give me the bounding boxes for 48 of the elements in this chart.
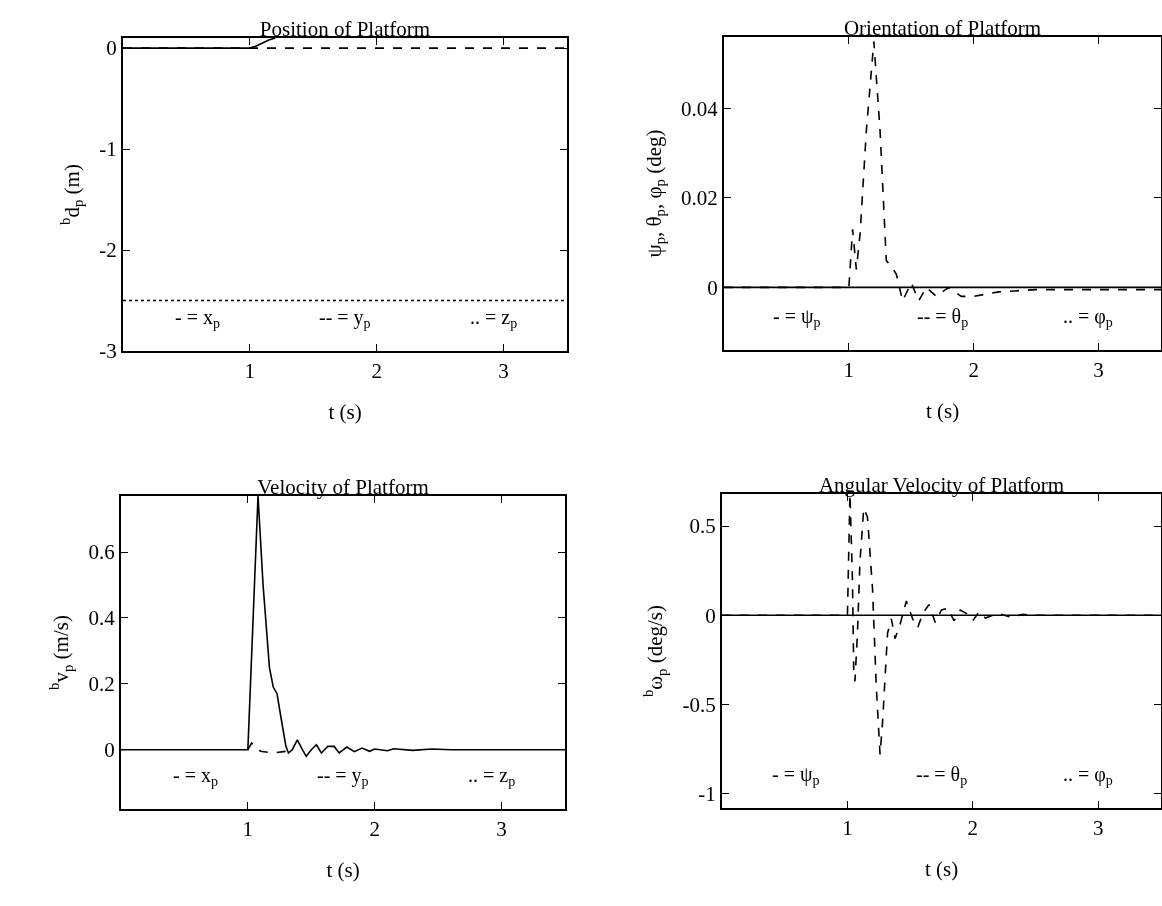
x-tick-label: 1 xyxy=(842,816,853,841)
chart-title: Orientation of Platform xyxy=(843,16,1042,40)
x-tick-label: 1 xyxy=(242,817,254,842)
annotation: .. = z$_{p}$ xyxy=(468,764,516,790)
annotation: -- = y$_{p}$ xyxy=(319,306,371,332)
annotation: - = x$_{p}$ xyxy=(175,306,220,332)
chart-title: Velocity of Platform xyxy=(257,475,429,499)
annotation: -- = θ$_{p}$ xyxy=(917,305,969,331)
x-tick-label: 1 xyxy=(244,359,256,384)
y-tick-label: -3 xyxy=(99,339,117,364)
x-tick-label: 3 xyxy=(1093,816,1104,841)
y-tick-label: -1 xyxy=(99,137,117,162)
annotation: .. = φ$_{p}$ xyxy=(1063,305,1113,331)
y-tick-label: -1 xyxy=(698,782,716,807)
y-tick-label: -0.5 xyxy=(682,692,716,717)
annotation: .. = φ$_{p}$ xyxy=(1063,763,1113,789)
x-tick-label: 1 xyxy=(843,358,855,383)
x-axis-title: t (s) xyxy=(925,398,960,423)
x-tick-label: 2 xyxy=(371,359,382,384)
annotation: -- = θ$_{p}$ xyxy=(916,763,968,789)
x-tick-label: 2 xyxy=(968,358,979,383)
y-tick-label: 0.6 xyxy=(88,540,115,565)
y-tick-label: 0.5 xyxy=(689,514,716,539)
x-tick-label: 2 xyxy=(967,816,979,841)
y-tick-label: 0.04 xyxy=(681,96,719,121)
annotation: .. = z$_{p}$ xyxy=(470,306,518,332)
x-axis-title: t (s) xyxy=(328,399,362,424)
annotation: - = x$_{p}$ xyxy=(173,764,218,790)
y-tick-label: 0.4 xyxy=(88,606,116,631)
annotation: - = ψ$_{p}$ xyxy=(772,763,820,789)
y-tick-label: 0 xyxy=(104,738,115,763)
line-series xyxy=(247,742,287,754)
x-axis-title: t (s) xyxy=(326,857,360,882)
annotation: -- = y$_{p}$ xyxy=(317,764,369,790)
y-tick-label: 0 xyxy=(705,603,716,628)
y-tick-label: 0.2 xyxy=(88,672,115,697)
annotation: - = ψ$_{p}$ xyxy=(773,305,821,331)
chart-title: Position of Platform xyxy=(259,17,431,41)
x-tick-label: 3 xyxy=(498,359,509,384)
x-tick-label: 2 xyxy=(369,817,380,842)
x-tick-label: 3 xyxy=(1093,358,1104,383)
x-tick-label: 3 xyxy=(496,817,507,842)
y-tick-label: -2 xyxy=(99,238,117,263)
y-tick-label: 0.02 xyxy=(681,186,718,211)
x-axis-title: t (s) xyxy=(924,856,959,881)
y-tick-label: 0 xyxy=(106,36,117,61)
chart-title: Angular Velocity of Platform xyxy=(818,473,1065,497)
y-tick-label: 0 xyxy=(707,275,718,300)
